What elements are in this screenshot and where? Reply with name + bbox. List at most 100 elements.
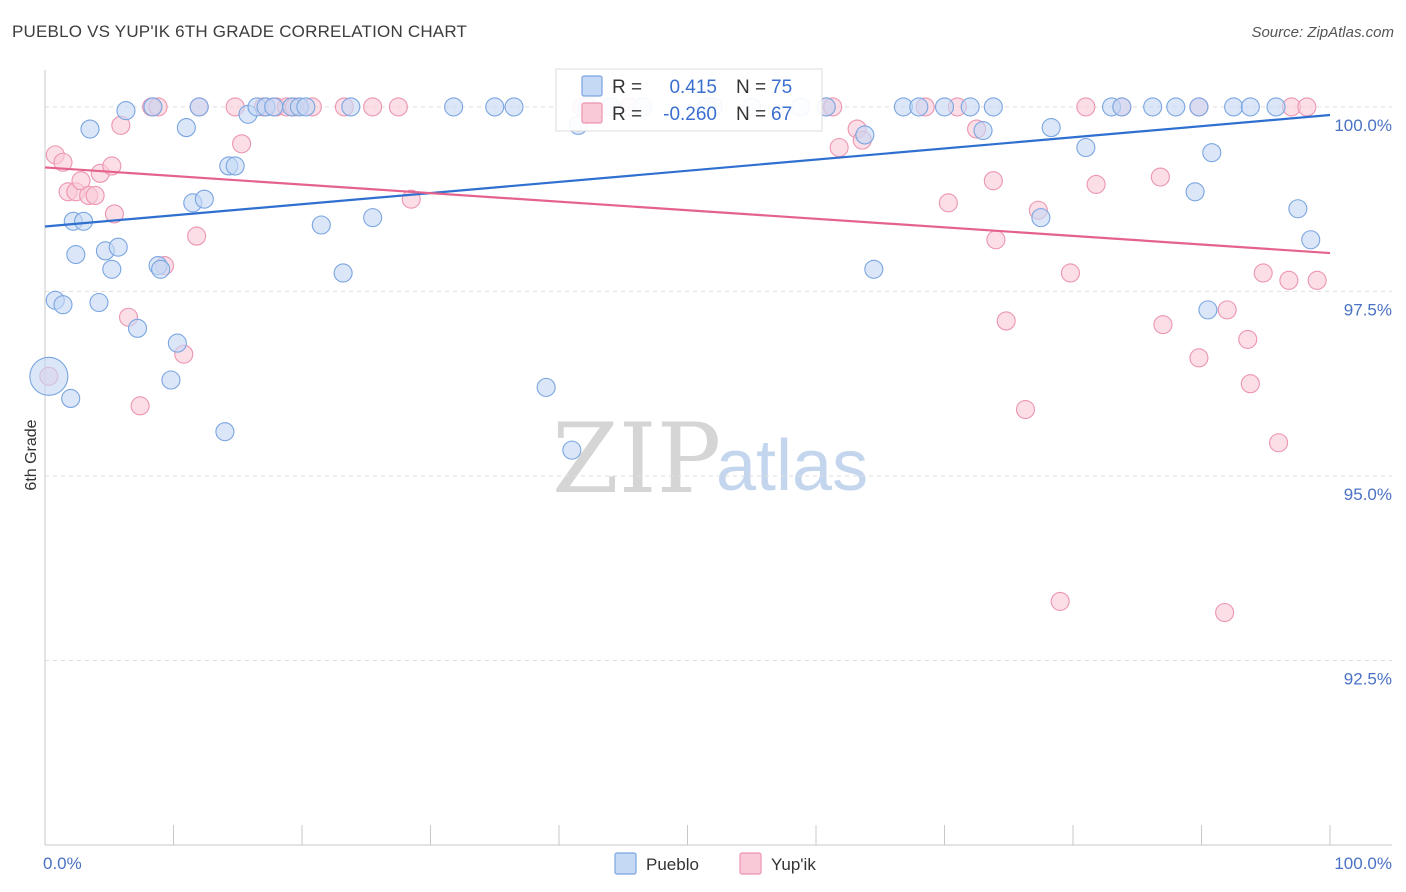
pueblo-point: [61, 388, 81, 409]
yupik-point: [187, 226, 207, 246]
pueblo-r-value: 0.415: [669, 77, 717, 98]
y-tick-label: 100.0%: [1334, 116, 1392, 135]
yupik-point: [1189, 348, 1209, 368]
yupik-point: [1307, 270, 1327, 290]
yupik-point: [1215, 602, 1235, 623]
pueblo-point: [1076, 137, 1096, 158]
yupik-point: [102, 156, 122, 176]
yupik-point: [232, 134, 252, 154]
pueblo-point: [1266, 97, 1286, 117]
yupik-n-value: 67: [771, 104, 792, 125]
pueblo-point: [1185, 182, 1205, 202]
pueblo-point: [864, 259, 884, 279]
legend-yupik-label[interactable]: Yup'ik: [771, 855, 816, 874]
yupik-point: [1253, 263, 1273, 283]
pueblo-point: [143, 97, 163, 117]
pueblo-point: [1301, 230, 1321, 250]
yupik-point: [1060, 263, 1080, 283]
pueblo-point: [1112, 97, 1132, 117]
yupik-point: [1269, 433, 1289, 453]
yupik-point: [1150, 167, 1170, 187]
yupik-point: [388, 97, 408, 117]
yupik-point: [1297, 97, 1317, 117]
pueblo-point: [151, 259, 171, 279]
pueblo-n-label: N =: [736, 77, 766, 98]
pueblo-point: [333, 263, 353, 283]
legend-pueblo-label[interactable]: Pueblo: [646, 855, 699, 874]
pueblo-stats-swatch: [581, 75, 603, 97]
pueblo-point: [1202, 143, 1222, 163]
pueblo-point: [108, 237, 128, 257]
yupik-point: [1086, 174, 1106, 194]
yupik-point: [363, 97, 383, 117]
pueblo-point: [161, 370, 181, 390]
yupik-r-label: R =: [612, 104, 642, 125]
yupik-point: [829, 137, 849, 158]
yupik-point: [996, 311, 1016, 331]
pueblo-point: [1143, 97, 1163, 117]
y-axis-label: 6th Grade: [23, 419, 40, 490]
yupik-point: [71, 171, 91, 191]
y-tick-label: 92.5%: [1344, 669, 1392, 688]
pueblo-point: [116, 101, 136, 121]
pueblo-point: [363, 208, 383, 228]
yupik-points: [39, 97, 1327, 623]
yupik-point: [1050, 591, 1070, 611]
pueblo-point: [74, 211, 94, 231]
pueblo-point: [1224, 97, 1244, 117]
yupik-point: [1240, 374, 1260, 394]
pueblo-point: [189, 97, 209, 117]
series-legend: Pueblo Yup'ik: [614, 852, 816, 875]
yupik-point: [986, 230, 1006, 250]
x-tick-label-min: 0.0%: [43, 854, 82, 873]
pueblo-point: [855, 125, 875, 145]
yupik-point: [130, 396, 150, 416]
pueblo-point: [1189, 97, 1209, 117]
pueblo-point: [66, 244, 86, 265]
pueblo-point: [973, 120, 993, 141]
pueblo-point: [1288, 199, 1308, 219]
yupik-r-value: -0.260: [663, 104, 717, 125]
pueblo-point: [504, 97, 524, 117]
pueblo-point: [127, 318, 148, 338]
yupik-stats-swatch: [581, 102, 603, 124]
pueblo-n-value: 75: [771, 77, 792, 98]
pueblo-point: [176, 118, 196, 138]
pueblo-point: [215, 422, 235, 442]
legend-pueblo-swatch[interactable]: [614, 852, 637, 875]
y-tick-label: 95.0%: [1344, 485, 1392, 504]
pueblo-point: [80, 119, 100, 139]
legend-yupik-swatch[interactable]: [739, 852, 762, 875]
watermark: ZIP atlas: [552, 403, 868, 515]
yupik-point: [85, 185, 105, 206]
pueblo-point: [225, 156, 245, 176]
pueblo-point: [311, 215, 331, 235]
yupik-point: [53, 152, 73, 172]
pueblo-point: [983, 97, 1003, 117]
axes: [44, 70, 1392, 846]
pueblo-point: [167, 333, 187, 353]
pueblo-point: [264, 97, 284, 117]
watermark-atlas: atlas: [716, 426, 868, 506]
pueblo-point: [909, 97, 929, 117]
yupik-point: [1238, 329, 1258, 349]
pueblo-point: [194, 189, 214, 209]
y-tick-label: 97.5%: [1344, 300, 1392, 319]
pueblo-point: [89, 292, 109, 313]
pueblo-point: [1166, 97, 1186, 117]
pueblo-r-label: R =: [612, 77, 642, 98]
yupik-point: [1279, 270, 1299, 290]
y-tick-labels: 92.5% 95.0% 97.5% 100.0%: [1334, 116, 1392, 689]
x-tick-label-max: 100.0%: [1334, 854, 1392, 873]
stats-legend: R = 0.415 N = 75 R = -0.260 N = 67: [555, 68, 823, 132]
pueblo-point: [1240, 97, 1260, 117]
pueblo-point: [1031, 208, 1051, 228]
yupik-n-label: N =: [736, 104, 766, 125]
yupik-point: [1217, 300, 1237, 320]
pueblo-point: [341, 97, 361, 117]
yupik-point: [1015, 399, 1036, 420]
pueblo-point: [562, 440, 582, 460]
pueblo-point: [29, 356, 69, 396]
watermark-zip: ZIP: [552, 403, 721, 515]
